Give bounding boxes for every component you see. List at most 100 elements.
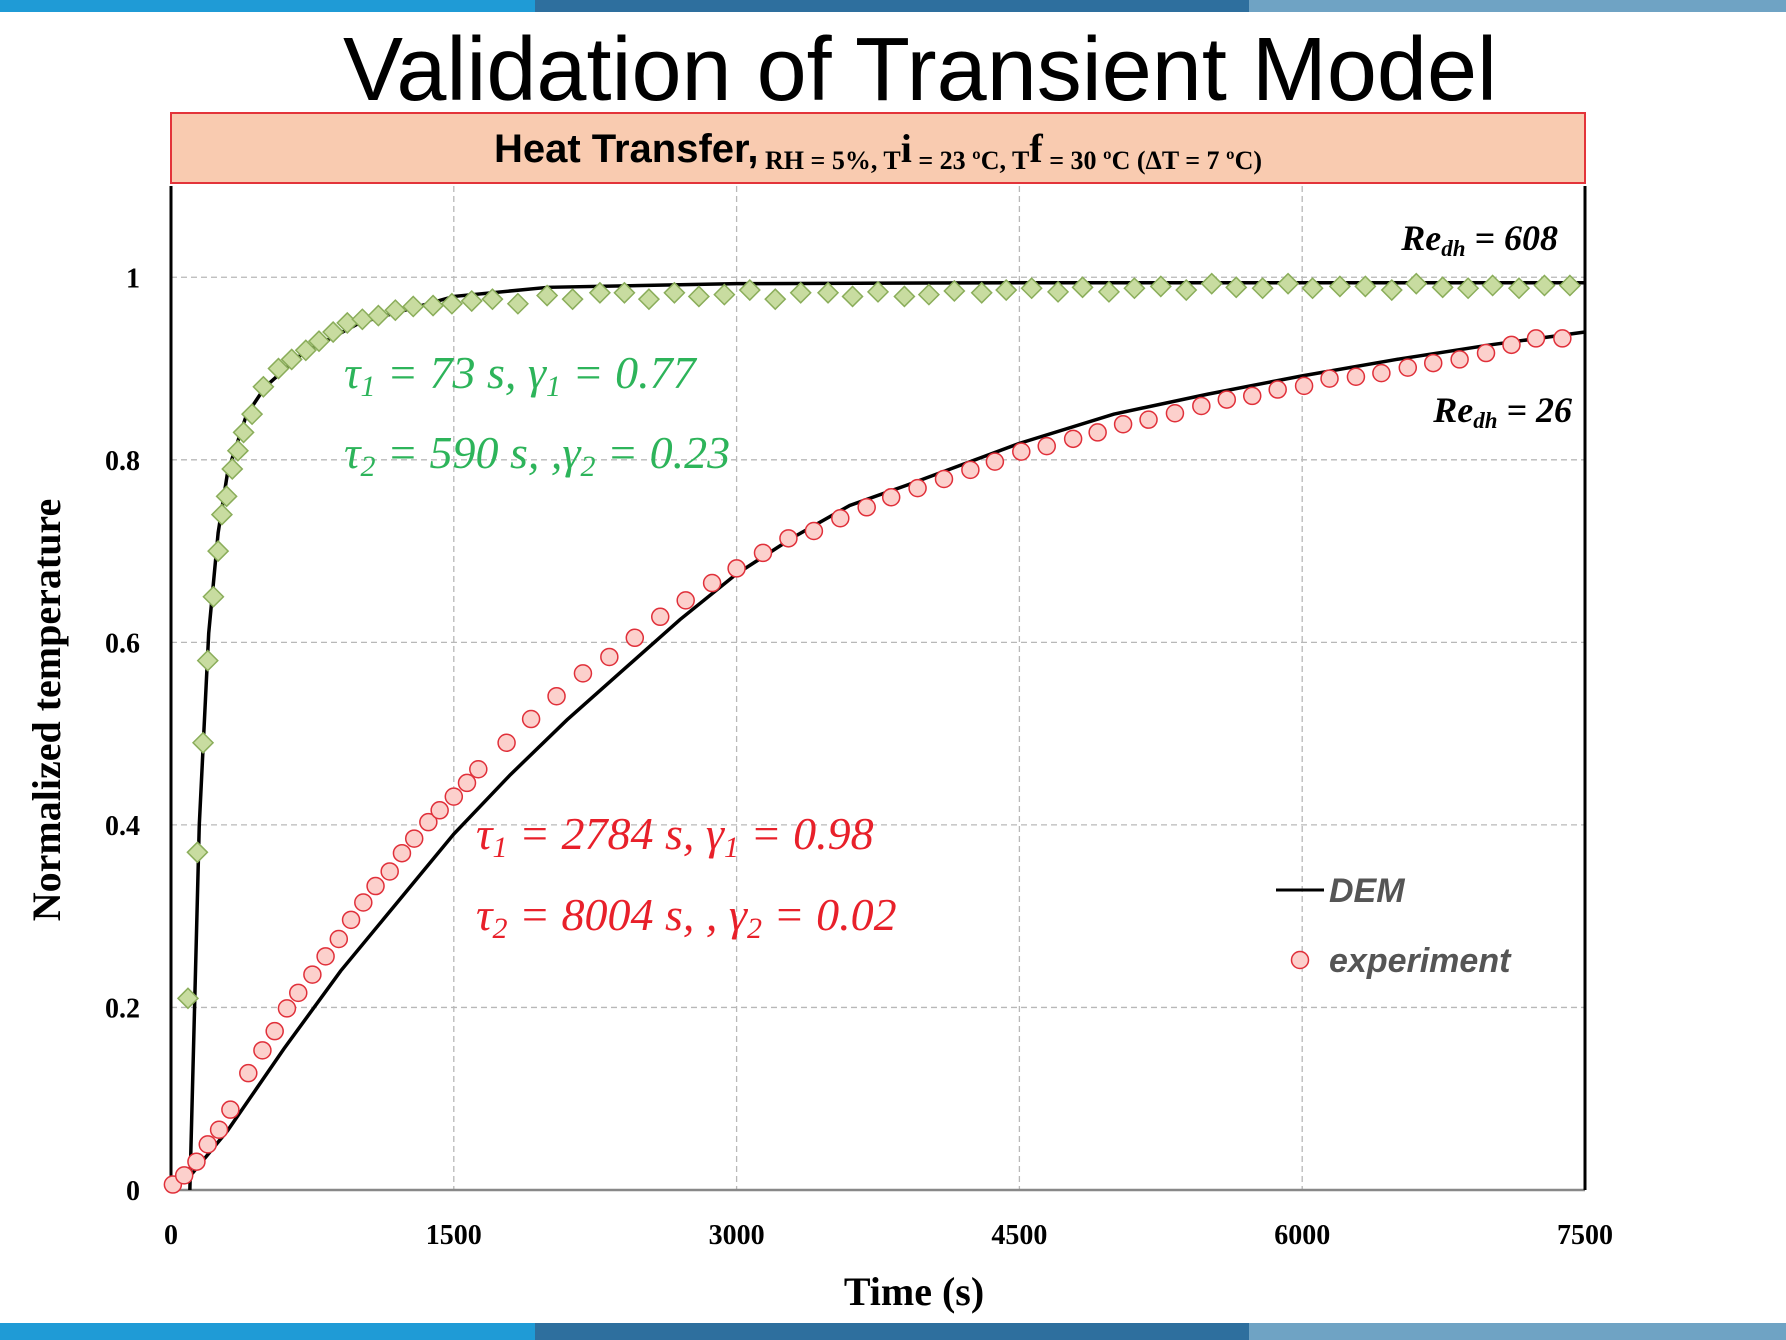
bottom-stripe [0,1323,535,1340]
data-point [789,281,812,304]
data-point [265,1021,284,1041]
data-point [764,288,787,311]
data-point [277,999,297,1018]
data-point [1457,277,1480,300]
data-point [289,983,308,1003]
data-point [1354,275,1377,298]
data-point [1251,277,1274,300]
bottom-stripe [1249,1323,1786,1340]
data-point [457,773,477,793]
data-point [1398,358,1418,377]
y-axis-title: Normalized temperature [24,499,69,921]
text-part: = 73 s, γ [375,347,547,398]
data-point [1071,276,1094,299]
data-point [687,285,710,308]
subscript: = 30 ºC (ΔT = 7 ºC) [1043,146,1262,175]
data-point [1012,442,1031,461]
subscript: 1 [724,831,739,864]
subtitle-box [170,112,1586,184]
plot-area: 0 0.2 0.4 0.6 0.8 1 0 1500 3000 4500 6000 7500 Time … [24,186,1613,1314]
data-point [841,285,864,308]
data-point [384,299,407,322]
y-tick-label: 0.4 [105,811,140,842]
data-point [1063,429,1083,449]
data-point [191,731,215,754]
subscript: 1 [546,370,561,403]
data-point [866,280,890,303]
data-point [1553,329,1572,348]
y-tick-label: 0.6 [105,628,140,659]
data-point [816,281,840,304]
data-point [1346,367,1366,387]
legend-label: experiment [1329,942,1512,980]
subscript: 2 [581,450,596,483]
data-point [1481,274,1504,297]
data-point [702,573,722,593]
data-point [1476,343,1496,363]
data-point [497,733,516,753]
text-part: = 8004 s, , γ [507,889,748,940]
data-point [1558,274,1581,297]
data-point [303,965,322,984]
data-line [188,280,1585,1191]
data-point [440,292,463,315]
data-point [637,288,660,311]
data-point [1165,404,1185,423]
text-part: Re [1432,390,1473,430]
data-point [600,647,619,667]
chart-subtitle: Heat Transfer, RH = 5%, Ti = 23 ºC, Tf =… [494,126,1262,175]
subscript: 2 [360,450,375,483]
data-point [1507,277,1531,300]
text-part: = 26 [1497,390,1572,430]
data-point [521,709,541,729]
data-point [404,829,424,848]
data-point [1139,410,1158,429]
data-point [1301,277,1324,300]
data-point [727,559,746,578]
data-point [239,1063,258,1083]
data-point [934,469,954,489]
data-point [367,304,390,327]
data-point [430,801,449,820]
data-point [1320,369,1339,388]
text-part: = 608 [1465,218,1558,258]
subscript: dh [1473,408,1497,433]
data-point [221,457,244,481]
data-point [198,1135,218,1154]
legend-label: DEM [1329,872,1405,910]
subscript: 2 [747,912,762,945]
data-point [226,439,249,462]
subscript: dh [1441,236,1465,261]
data-point [209,1120,229,1140]
text-part: f [1029,126,1043,171]
data-point [1175,278,1198,302]
text-part: = 0.02 [762,889,897,940]
data-point [1423,353,1443,373]
data-point [207,540,230,563]
data-point [943,279,966,303]
data-point [1113,414,1133,434]
data-point [1502,335,1521,355]
text-part: τ [476,808,494,859]
x-tick-label: 3000 [709,1220,765,1251]
data-point [663,281,686,304]
subscript: 1 [360,370,375,403]
data-point [893,285,916,308]
x-tick-label: 0 [164,1220,178,1251]
text-part: τ [476,889,494,940]
data-point [961,460,980,480]
data-point [1225,276,1248,299]
x-tick-label: 6000 [1274,1220,1330,1251]
data-point [1020,277,1043,300]
data-point [1037,436,1056,456]
text-part: = 0.23 [596,427,731,478]
data-point [1088,423,1107,442]
data-point [713,283,736,306]
chart-title: Validation of Transient Model [343,20,1497,120]
text-part: τ [344,347,362,398]
data-point [547,686,566,706]
data-point [267,357,290,380]
data-point [506,292,529,315]
data-point [573,664,593,683]
data-point [366,876,385,896]
